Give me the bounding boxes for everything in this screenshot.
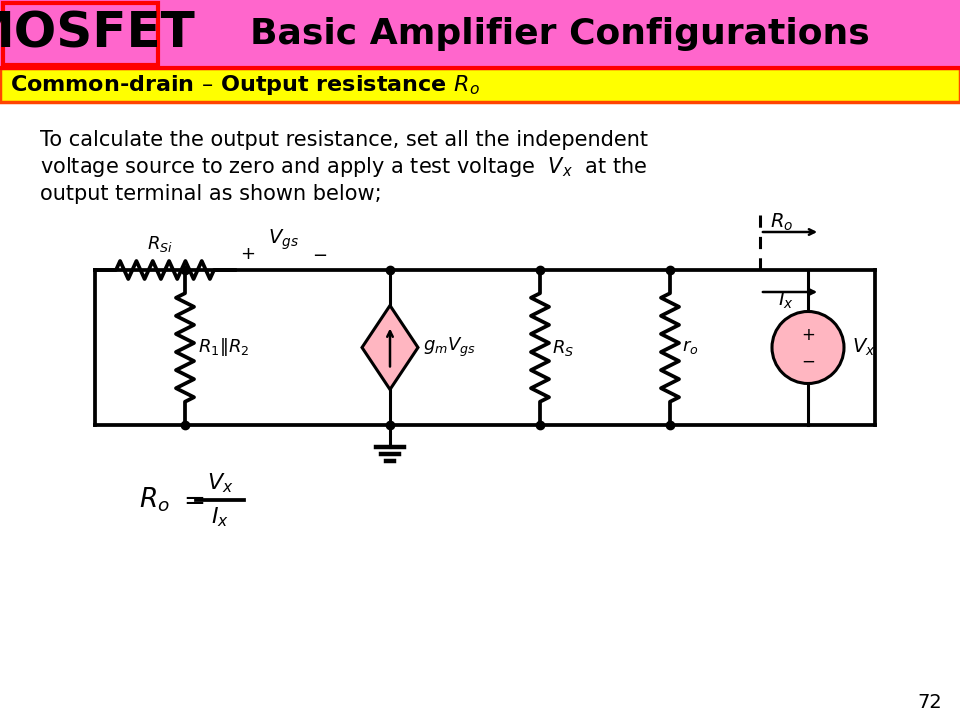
Text: $R_{Si}$: $R_{Si}$ — [147, 234, 173, 254]
Text: $I_x$: $I_x$ — [778, 289, 794, 310]
Text: $+$: $+$ — [801, 325, 815, 343]
Text: Basic Amplifier Configurations: Basic Amplifier Configurations — [251, 17, 870, 51]
Text: $V_x$: $V_x$ — [206, 471, 233, 495]
Text: 72: 72 — [918, 693, 943, 711]
Text: $+$: $+$ — [240, 245, 255, 263]
Text: output terminal as shown below;: output terminal as shown below; — [40, 184, 382, 204]
Text: $r_o$: $r_o$ — [682, 338, 699, 356]
Text: $R_o$: $R_o$ — [139, 486, 170, 514]
Circle shape — [772, 312, 844, 384]
Bar — [0, 68, 960, 102]
Text: $R_o$: $R_o$ — [770, 212, 793, 233]
Text: $I_x$: $I_x$ — [211, 505, 228, 528]
Text: To calculate the output resistance, set all the independent: To calculate the output resistance, set … — [40, 130, 648, 150]
Text: MOSFET: MOSFET — [0, 10, 196, 58]
Bar — [0, 0, 960, 68]
Text: $=$: $=$ — [178, 487, 204, 513]
Text: Common-drain $\bf{–}$ Output resistance $\mathit{R_o}$: Common-drain $\bf{–}$ Output resistance … — [10, 73, 480, 97]
Text: $V_x$: $V_x$ — [852, 337, 876, 358]
Text: $-$: $-$ — [801, 351, 815, 369]
Polygon shape — [362, 305, 418, 390]
Text: voltage source to zero and apply a test voltage  $V_x$  at the: voltage source to zero and apply a test … — [40, 155, 647, 179]
Text: $V_{gs}$: $V_{gs}$ — [268, 228, 299, 252]
Text: $R_S$: $R_S$ — [552, 338, 574, 358]
Bar — [3, 3, 158, 65]
Text: $-$: $-$ — [312, 245, 327, 263]
Text: $g_m V_{gs}$: $g_m V_{gs}$ — [423, 336, 476, 359]
Text: $R_1 \| R_2$: $R_1 \| R_2$ — [198, 336, 250, 359]
